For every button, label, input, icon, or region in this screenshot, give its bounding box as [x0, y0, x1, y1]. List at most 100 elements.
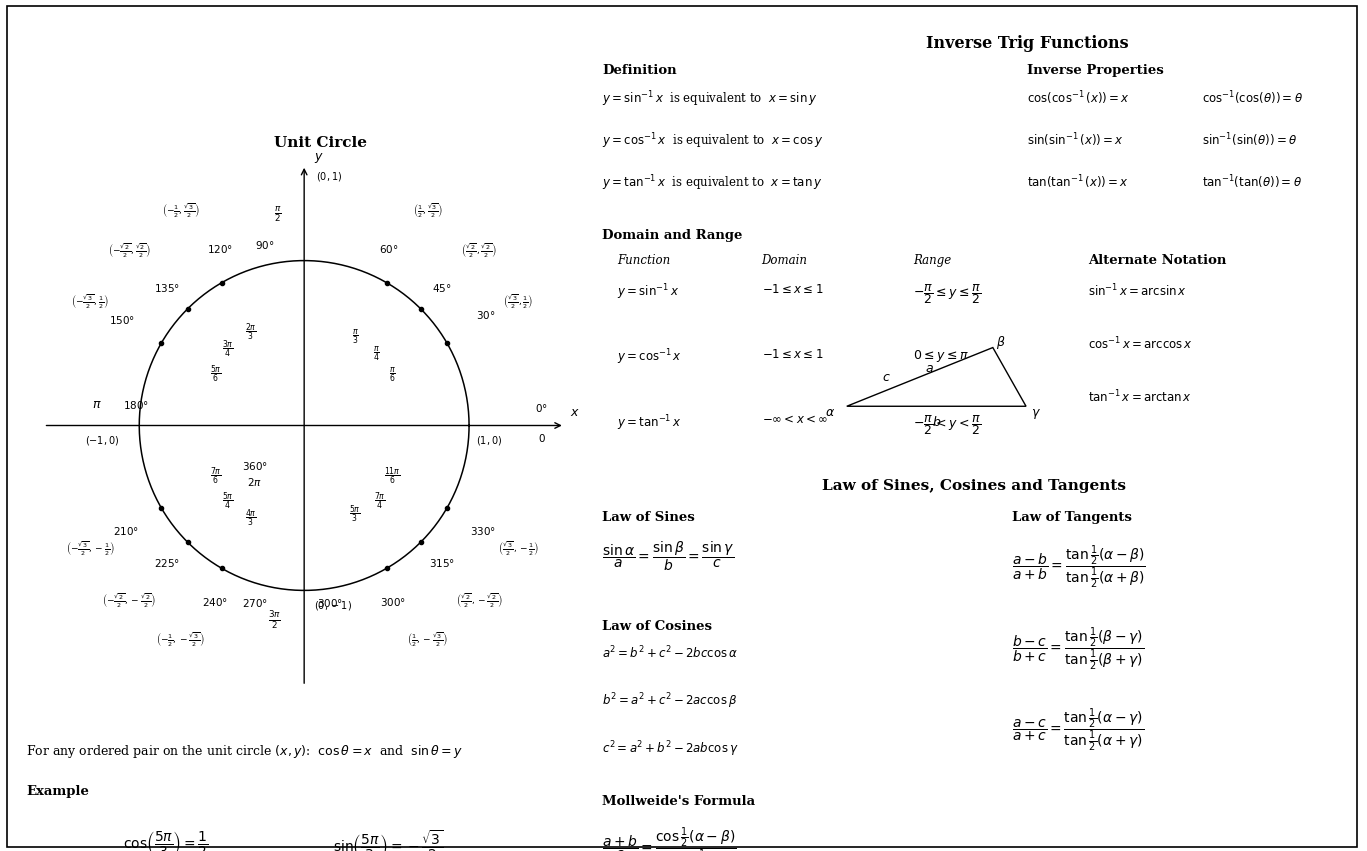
- Text: $-1\leq x\leq 1$: $-1\leq x\leq 1$: [761, 283, 823, 295]
- Text: $\frac{\pi}{3}$: $\frac{\pi}{3}$: [351, 328, 358, 346]
- Text: $c^2 = a^2 + b^2 - 2ab\cos\gamma$: $c^2 = a^2 + b^2 - 2ab\cos\gamma$: [603, 740, 738, 759]
- Text: Alternate Notation: Alternate Notation: [1088, 254, 1226, 267]
- Text: Function: Function: [618, 254, 671, 267]
- Text: $-1\leq x\leq 1$: $-1\leq x\leq 1$: [761, 348, 823, 361]
- Text: $\frac{5\pi}{6}$: $\frac{5\pi}{6}$: [209, 363, 221, 386]
- Text: $b^2 = a^2 + c^2 - 2ac\cos\beta$: $b^2 = a^2 + c^2 - 2ac\cos\beta$: [603, 692, 737, 711]
- Text: $\frac{3\pi}{4}$: $\frac{3\pi}{4}$: [223, 339, 234, 361]
- Text: Definition: Definition: [603, 65, 677, 77]
- Text: $180°$: $180°$: [123, 398, 149, 411]
- Text: $300°$: $300°$: [317, 597, 343, 609]
- Text: $\beta$: $\beta$: [997, 334, 1006, 351]
- Text: $\cos^{-1}\!\left(\cos(\theta)\right)=\theta$: $\cos^{-1}\!\left(\cos(\theta)\right)=\t…: [1202, 89, 1303, 106]
- Text: $\gamma$: $\gamma$: [1031, 407, 1040, 421]
- Text: $(0,-1)$: $(0,-1)$: [314, 598, 353, 612]
- Text: $\frac{4\pi}{3}$: $\frac{4\pi}{3}$: [245, 507, 257, 529]
- Text: Law of Sines, Cosines and Tangents: Law of Sines, Cosines and Tangents: [822, 478, 1126, 493]
- Text: $\dfrac{\sin\alpha}{a} = \dfrac{\sin\beta}{b} = \dfrac{\sin\gamma}{c}$: $\dfrac{\sin\alpha}{a} = \dfrac{\sin\bet…: [603, 540, 735, 574]
- Text: $a$: $a$: [925, 362, 934, 374]
- Text: Unit Circle: Unit Circle: [275, 136, 368, 150]
- Text: Range: Range: [913, 254, 951, 267]
- Text: For any ordered pair on the unit circle $(x,y)$:  $\cos\theta = x$  and  $\sin\t: For any ordered pair on the unit circle …: [26, 743, 463, 760]
- Text: $\frac{2\pi}{3}$: $\frac{2\pi}{3}$: [245, 322, 257, 344]
- Text: $y = \tan^{-1}x$  is equivalent to  $x = \tan y$: $y = \tan^{-1}x$ is equivalent to $x = \…: [603, 174, 823, 193]
- Text: $\sin^{-1}x = \arcsin x$: $\sin^{-1}x = \arcsin x$: [1088, 283, 1187, 300]
- Text: $\frac{11\pi}{6}$: $\frac{11\pi}{6}$: [384, 465, 401, 488]
- Text: Law of Cosines: Law of Cosines: [603, 620, 712, 633]
- Text: $45°$: $45°$: [432, 282, 451, 294]
- Text: $y = \cos^{-1}x$  is equivalent to  $x = \cos y$: $y = \cos^{-1}x$ is equivalent to $x = \…: [603, 131, 824, 151]
- Text: $\frac{\pi}{2}$: $\frac{\pi}{2}$: [273, 205, 282, 225]
- Text: $150°$: $150°$: [109, 314, 135, 326]
- Text: $-\infty<x<\infty$: $-\infty<x<\infty$: [761, 414, 827, 426]
- Text: $\frac{5\pi}{3}$: $\frac{5\pi}{3}$: [350, 503, 361, 525]
- Text: $\frac{\pi}{4}$: $\frac{\pi}{4}$: [373, 344, 380, 363]
- Text: $\sin^{-1}\!\left(\sin(\theta)\right)=\theta$: $\sin^{-1}\!\left(\sin(\theta)\right)=\t…: [1202, 131, 1297, 149]
- Text: $30°$: $30°$: [476, 309, 496, 321]
- Text: $(-1,0)$: $(-1,0)$: [85, 434, 119, 447]
- Text: $-\dfrac{\pi}{2}<y<\dfrac{\pi}{2}$: $-\dfrac{\pi}{2}<y<\dfrac{\pi}{2}$: [913, 414, 982, 437]
- Text: $\left(-\frac{1}{2},\frac{\sqrt{3}}{2}\right)$: $\left(-\frac{1}{2},\frac{\sqrt{3}}{2}\r…: [161, 202, 200, 220]
- Text: $\left(-\frac{\sqrt{2}}{2},-\frac{\sqrt{2}}{2}\right)$: $\left(-\frac{\sqrt{2}}{2},-\frac{\sqrt{…: [103, 591, 156, 609]
- Text: $\frac{\pi}{6}$: $\frac{\pi}{6}$: [390, 365, 396, 384]
- Text: $y=\sin^{-1}x$: $y=\sin^{-1}x$: [618, 283, 679, 302]
- Text: $300°$: $300°$: [380, 597, 406, 608]
- Text: $\cos^{-1}x = \arccos x$: $\cos^{-1}x = \arccos x$: [1088, 335, 1192, 352]
- Text: $0°$: $0°$: [536, 402, 548, 414]
- Text: $\frac{7\pi}{4}$: $\frac{7\pi}{4}$: [375, 490, 385, 512]
- Text: $\left(-\frac{\sqrt{3}}{2},-\frac{1}{2}\right)$: $\left(-\frac{\sqrt{3}}{2},-\frac{1}{2}\…: [66, 540, 115, 558]
- Text: $\dfrac{b-c}{b+c} = \dfrac{\tan\frac{1}{2}(\beta-\gamma)}{\tan\frac{1}{2}(\beta+: $\dfrac{b-c}{b+c} = \dfrac{\tan\frac{1}{…: [1012, 625, 1144, 672]
- Text: $\left(\frac{\sqrt{3}}{2},-\frac{1}{2}\right)$: $\left(\frac{\sqrt{3}}{2},-\frac{1}{2}\r…: [498, 540, 539, 558]
- Text: $240°$: $240°$: [202, 597, 228, 608]
- Text: $c$: $c$: [882, 371, 891, 384]
- Text: $\dfrac{a+b}{c} = \dfrac{\cos\frac{1}{2}(\alpha-\beta)}{\sin\frac{1}{2}\gamma}$: $\dfrac{a+b}{c} = \dfrac{\cos\frac{1}{2}…: [603, 825, 737, 851]
- Text: $\alpha$: $\alpha$: [826, 406, 835, 419]
- Text: Inverse Trig Functions: Inverse Trig Functions: [925, 35, 1128, 52]
- Text: $b$: $b$: [932, 414, 940, 429]
- Text: $y=\cos^{-1}x$: $y=\cos^{-1}x$: [618, 348, 682, 368]
- Text: $330°$: $330°$: [469, 525, 496, 537]
- Text: $210°$: $210°$: [112, 525, 139, 537]
- Text: $\left(\frac{\sqrt{2}}{2},-\frac{\sqrt{2}}{2}\right)$: $\left(\frac{\sqrt{2}}{2},-\frac{\sqrt{2…: [455, 591, 503, 609]
- Text: $60°$: $60°$: [379, 243, 398, 254]
- Text: $\left(-\frac{\sqrt{2}}{2},\frac{\sqrt{2}}{2}\right)$: $\left(-\frac{\sqrt{2}}{2},\frac{\sqrt{2…: [108, 242, 150, 260]
- Text: $\left(\frac{\sqrt{3}}{2},\frac{1}{2}\right)$: $\left(\frac{\sqrt{3}}{2},\frac{1}{2}\ri…: [503, 293, 533, 311]
- Text: $\sin\!\left(\dfrac{5\pi}{3}\right)=-\dfrac{\sqrt{3}}{2}$: $\sin\!\left(\dfrac{5\pi}{3}\right)=-\df…: [332, 829, 443, 851]
- Text: Domain: Domain: [761, 254, 808, 267]
- Text: $(0,1)$: $(0,1)$: [316, 170, 342, 183]
- Text: $0$: $0$: [537, 432, 545, 444]
- Text: $315°$: $315°$: [429, 557, 455, 569]
- Text: $y=\tan^{-1}x$: $y=\tan^{-1}x$: [618, 414, 682, 433]
- Text: Inverse Properties: Inverse Properties: [1027, 65, 1163, 77]
- Text: $\cos\!\left(\dfrac{5\pi}{3}\right)=\dfrac{1}{2}$: $\cos\!\left(\dfrac{5\pi}{3}\right)=\dfr…: [123, 829, 208, 851]
- Text: Domain and Range: Domain and Range: [603, 230, 742, 243]
- Text: $\left(-\frac{\sqrt{3}}{2},\frac{1}{2}\right)$: $\left(-\frac{\sqrt{3}}{2},\frac{1}{2}\r…: [71, 293, 109, 311]
- Text: $\left(-\frac{1}{2},-\frac{\sqrt{3}}{2}\right)$: $\left(-\frac{1}{2},-\frac{\sqrt{3}}{2}\…: [156, 631, 205, 649]
- Text: $0\leq y\leq\pi$: $0\leq y\leq\pi$: [913, 348, 969, 364]
- Text: $\dfrac{a-b}{a+b} = \dfrac{\tan\frac{1}{2}(\alpha-\beta)}{\tan\frac{1}{2}(\alpha: $\dfrac{a-b}{a+b} = \dfrac{\tan\frac{1}{…: [1012, 544, 1146, 591]
- Text: Example: Example: [26, 785, 89, 798]
- Text: $y = \sin^{-1}x$  is equivalent to  $x = \sin y$: $y = \sin^{-1}x$ is equivalent to $x = \…: [603, 89, 817, 109]
- Text: $\dfrac{a-c}{a+c} = \dfrac{\tan\frac{1}{2}(\alpha-\gamma)}{\tan\frac{1}{2}(\alph: $\dfrac{a-c}{a+c} = \dfrac{\tan\frac{1}{…: [1012, 707, 1144, 754]
- Text: $\frac{3\pi}{2}$: $\frac{3\pi}{2}$: [268, 609, 282, 631]
- Text: $360°$: $360°$: [242, 460, 268, 471]
- Text: $270°$: $270°$: [242, 597, 268, 609]
- Text: $y$: $y$: [314, 151, 324, 165]
- Text: $225°$: $225°$: [153, 557, 179, 569]
- Text: $90°$: $90°$: [256, 238, 275, 251]
- Text: $\frac{7\pi}{6}$: $\frac{7\pi}{6}$: [209, 465, 221, 488]
- Text: $\left(\frac{\sqrt{2}}{2},\frac{\sqrt{2}}{2}\right)$: $\left(\frac{\sqrt{2}}{2},\frac{\sqrt{2}…: [461, 242, 498, 260]
- Text: Law of Sines: Law of Sines: [603, 511, 694, 524]
- Text: $\pi$: $\pi$: [92, 397, 101, 411]
- Text: $(1,0)$: $(1,0)$: [476, 434, 502, 447]
- Text: $\tan^{-1}x = \arctan x$: $\tan^{-1}x = \arctan x$: [1088, 389, 1192, 405]
- Text: $\left(\frac{1}{2},\frac{\sqrt{3}}{2}\right)$: $\left(\frac{1}{2},\frac{\sqrt{3}}{2}\ri…: [413, 202, 443, 220]
- Text: $\frac{5\pi}{4}$: $\frac{5\pi}{4}$: [223, 490, 234, 512]
- Text: $\left(\frac{1}{2},-\frac{\sqrt{3}}{2}\right)$: $\left(\frac{1}{2},-\frac{\sqrt{3}}{2}\r…: [407, 631, 448, 649]
- Text: $\sin\!\left(\sin^{-1}(x)\right)=x$: $\sin\!\left(\sin^{-1}(x)\right)=x$: [1027, 131, 1124, 149]
- Text: $2\pi$: $2\pi$: [247, 477, 262, 488]
- Text: $\tan\!\left(\tan^{-1}(x)\right)=x$: $\tan\!\left(\tan^{-1}(x)\right)=x$: [1027, 174, 1129, 191]
- Text: $135°$: $135°$: [153, 282, 179, 294]
- Text: Mollweide's Formula: Mollweide's Formula: [603, 795, 756, 808]
- Text: $\tan^{-1}\!\left(\tan(\theta)\right)=\theta$: $\tan^{-1}\!\left(\tan(\theta)\right)=\t…: [1202, 174, 1301, 191]
